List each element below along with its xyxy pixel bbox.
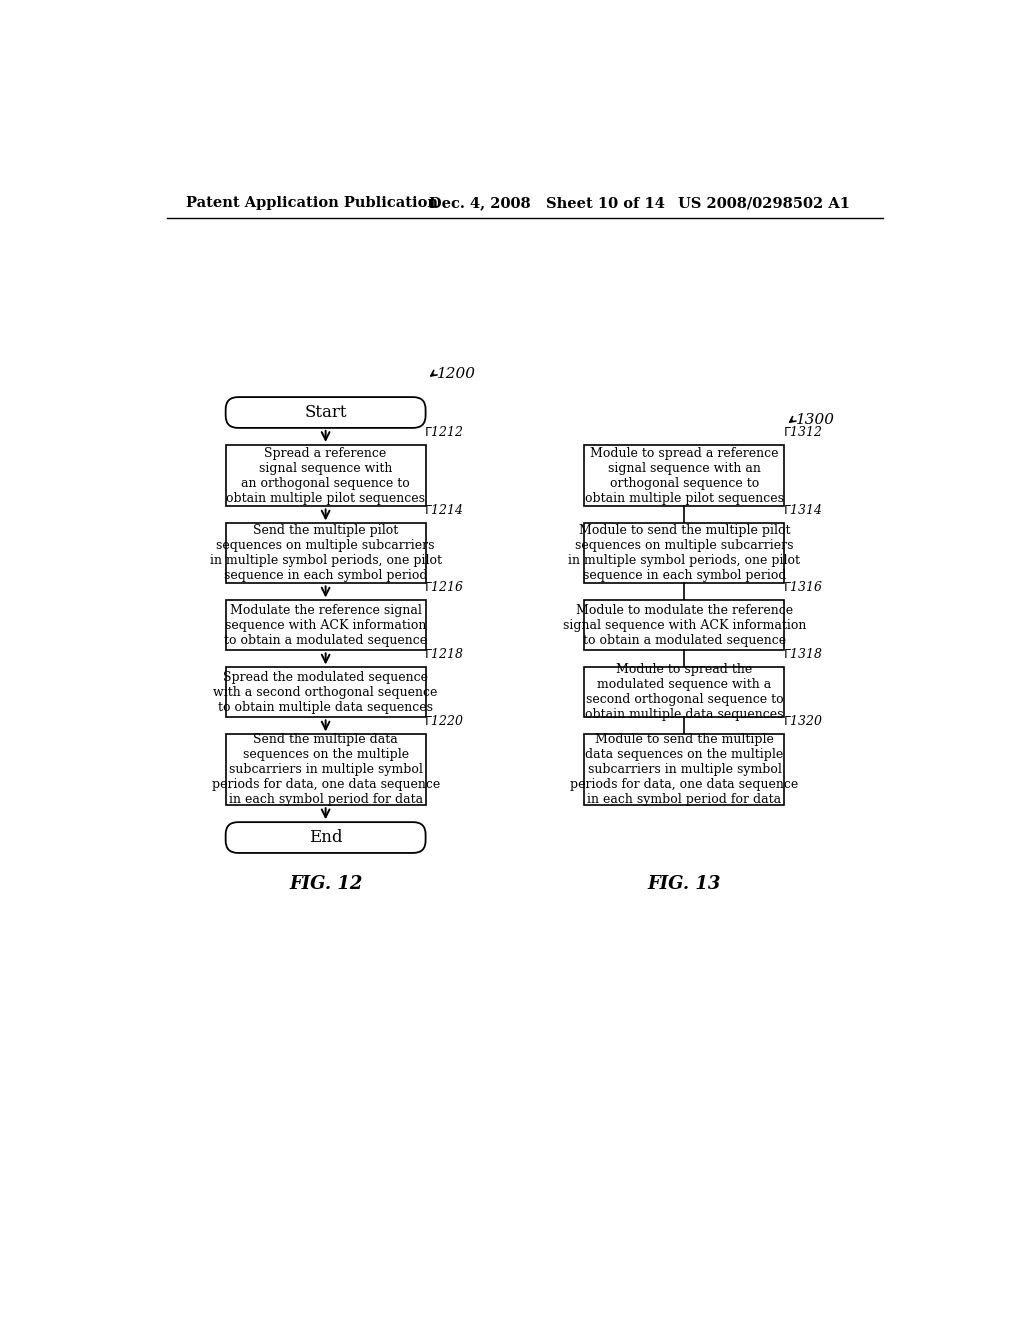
Text: Module to send the multiple
data sequences on the multiple
subcarriers in multip: Module to send the multiple data sequenc… xyxy=(570,734,799,807)
Text: Dec. 4, 2008   Sheet 10 of 14: Dec. 4, 2008 Sheet 10 of 14 xyxy=(429,197,665,210)
Bar xyxy=(225,445,426,507)
Bar xyxy=(225,668,426,718)
Text: Modulate the reference signal
sequence with ACK information
to obtain a modulate: Modulate the reference signal sequence w… xyxy=(224,605,427,647)
Bar xyxy=(585,524,784,583)
Text: Module to spread a reference
signal sequence with an
orthogonal sequence to
obta: Module to spread a reference signal sequ… xyxy=(585,446,784,504)
Text: $\mathsf{\Gamma}$1318: $\mathsf{\Gamma}$1318 xyxy=(783,647,823,661)
Text: 1300: 1300 xyxy=(796,413,835,428)
Text: $\mathsf{\Gamma}$1220: $\mathsf{\Gamma}$1220 xyxy=(424,714,465,729)
FancyBboxPatch shape xyxy=(225,822,426,853)
Bar xyxy=(225,734,426,805)
Text: Patent Application Publication: Patent Application Publication xyxy=(186,197,438,210)
Text: Spread a reference
signal sequence with
an orthogonal sequence to
obtain multipl: Spread a reference signal sequence with … xyxy=(226,446,425,504)
Text: Start: Start xyxy=(304,404,347,421)
Text: $\mathsf{\Gamma}$1314: $\mathsf{\Gamma}$1314 xyxy=(783,503,822,517)
Text: Module to send the multiple pilot
sequences on multiple subcarriers
in multiple : Module to send the multiple pilot sequen… xyxy=(568,524,801,582)
Bar xyxy=(585,445,784,507)
Text: FIG. 13: FIG. 13 xyxy=(648,875,721,892)
Bar xyxy=(225,524,426,583)
Bar xyxy=(585,601,784,651)
Bar xyxy=(225,601,426,651)
Text: Send the multiple data
sequences on the multiple
subcarriers in multiple symbol
: Send the multiple data sequences on the … xyxy=(212,734,439,807)
Text: US 2008/0298502 A1: US 2008/0298502 A1 xyxy=(678,197,850,210)
Text: 1200: 1200 xyxy=(437,367,476,381)
Text: FIG. 12: FIG. 12 xyxy=(289,875,362,892)
Text: $\mathsf{\Gamma}$1214: $\mathsf{\Gamma}$1214 xyxy=(424,503,464,517)
Text: $\mathsf{\Gamma}$1316: $\mathsf{\Gamma}$1316 xyxy=(783,581,823,594)
Bar xyxy=(585,668,784,718)
Text: $\mathsf{\Gamma}$1218: $\mathsf{\Gamma}$1218 xyxy=(424,647,464,661)
Text: End: End xyxy=(309,829,342,846)
Text: $\mathsf{\Gamma}$1212: $\mathsf{\Gamma}$1212 xyxy=(424,425,464,438)
Text: Module to spread the
modulated sequence with a
second orthogonal sequence to
obt: Module to spread the modulated sequence … xyxy=(585,664,783,722)
Text: $\mathsf{\Gamma}$1312: $\mathsf{\Gamma}$1312 xyxy=(783,425,823,438)
Text: Module to modulate the reference
signal sequence with ACK information
to obtain : Module to modulate the reference signal … xyxy=(563,605,806,647)
FancyBboxPatch shape xyxy=(225,397,426,428)
Bar xyxy=(585,734,784,805)
Text: $\mathsf{\Gamma}$1320: $\mathsf{\Gamma}$1320 xyxy=(783,714,823,729)
Text: $\mathsf{\Gamma}$1216: $\mathsf{\Gamma}$1216 xyxy=(424,581,465,594)
Text: Send the multiple pilot
sequences on multiple subcarriers
in multiple symbol per: Send the multiple pilot sequences on mul… xyxy=(210,524,441,582)
Text: Spread the modulated sequence
with a second orthogonal sequence
to obtain multip: Spread the modulated sequence with a sec… xyxy=(213,671,438,714)
